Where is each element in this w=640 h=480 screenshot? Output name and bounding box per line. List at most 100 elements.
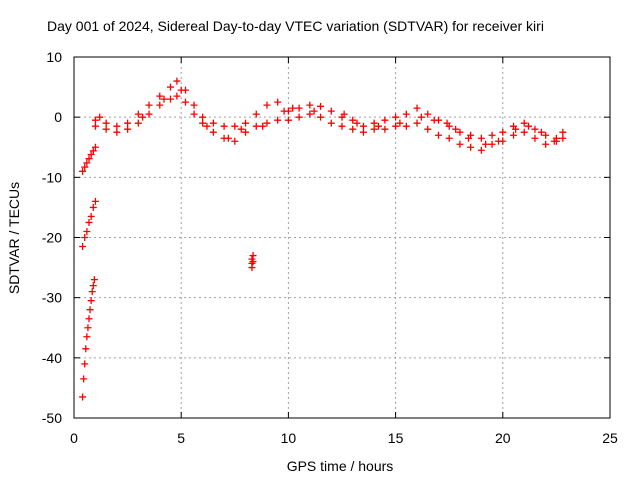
data-point xyxy=(392,113,400,121)
data-point xyxy=(252,110,260,118)
data-point xyxy=(274,98,282,106)
data-point xyxy=(166,95,174,103)
data-point xyxy=(113,128,121,136)
data-point xyxy=(199,113,207,121)
data-point xyxy=(252,122,260,130)
data-point xyxy=(85,155,93,163)
axis-ticks: 0 5 10 15 20 25 10 0 -10 -20 -30 -40 -50 xyxy=(42,49,618,446)
data-point xyxy=(289,104,297,112)
data-point xyxy=(86,306,94,314)
data-point xyxy=(559,128,567,136)
data-point xyxy=(327,107,335,115)
data-point xyxy=(156,92,164,100)
data-point xyxy=(80,375,88,383)
data-point xyxy=(495,137,503,145)
data-point xyxy=(263,101,271,109)
data-point xyxy=(87,297,95,305)
data-point xyxy=(317,102,325,110)
data-point xyxy=(242,119,250,127)
data-point xyxy=(424,125,432,133)
data-point xyxy=(477,134,485,142)
data-point xyxy=(259,122,267,130)
data-point xyxy=(295,104,303,112)
data-point xyxy=(499,128,507,136)
data-point xyxy=(417,113,425,121)
data-point xyxy=(559,134,567,142)
data-point xyxy=(83,159,91,167)
data-point xyxy=(452,125,460,133)
data-point xyxy=(81,163,89,171)
data-point xyxy=(209,119,217,127)
data-point xyxy=(173,92,181,100)
data-point xyxy=(89,203,97,211)
data-point xyxy=(134,119,142,127)
data-point xyxy=(91,116,99,124)
data-point xyxy=(542,131,550,139)
series-main-band-upper xyxy=(91,77,567,142)
data-point xyxy=(531,134,539,142)
data-point xyxy=(434,131,442,139)
data-point xyxy=(349,125,357,133)
series-main-band-scatter xyxy=(96,86,558,148)
data-point xyxy=(83,333,91,341)
data-point xyxy=(231,137,239,145)
data-point xyxy=(124,125,132,133)
data-point xyxy=(85,218,93,226)
data-point xyxy=(102,119,110,127)
data-point xyxy=(381,125,389,133)
data-point xyxy=(396,119,404,127)
data-point xyxy=(124,119,132,127)
data-point xyxy=(181,98,189,106)
data-point xyxy=(79,167,87,175)
data-point xyxy=(467,143,475,151)
data-point xyxy=(392,122,400,130)
data-point xyxy=(464,134,472,142)
data-point xyxy=(79,393,87,401)
data-point xyxy=(190,101,198,109)
data-point xyxy=(482,140,490,148)
data-point xyxy=(81,234,89,241)
series-main-band-lower xyxy=(91,92,567,154)
data-point xyxy=(249,252,257,260)
data-point xyxy=(520,128,528,136)
data-point xyxy=(145,110,153,118)
data-point xyxy=(402,122,410,130)
y-tick-label: -10 xyxy=(42,169,62,185)
y-axis-label: SDTVAR / TECUs xyxy=(6,182,22,294)
data-point xyxy=(91,197,99,205)
data-point xyxy=(89,147,97,155)
series-early-mid-arc xyxy=(79,197,99,251)
data-point xyxy=(381,116,389,124)
data-point xyxy=(156,101,164,109)
data-point xyxy=(203,122,211,130)
data-point xyxy=(87,150,95,158)
data-point xyxy=(145,101,153,109)
x-tick-label: 10 xyxy=(281,430,297,446)
data-point xyxy=(349,116,357,124)
data-point xyxy=(510,131,518,139)
data-point xyxy=(456,140,464,148)
data-point xyxy=(190,110,198,118)
y-tick-label: 0 xyxy=(54,109,62,125)
data-points xyxy=(79,77,567,401)
data-point xyxy=(83,227,91,235)
data-point xyxy=(85,315,93,323)
data-point xyxy=(284,116,292,124)
data-point xyxy=(413,104,421,112)
data-point xyxy=(359,122,367,130)
data-point xyxy=(102,125,110,133)
data-point xyxy=(274,116,282,124)
chart-title: Day 001 of 2024, Sidereal Day-to-day VTE… xyxy=(47,18,544,34)
data-point xyxy=(306,101,314,109)
series-isolated-cluster xyxy=(248,252,257,272)
data-point xyxy=(370,119,378,127)
y-tick-label: -50 xyxy=(42,410,62,426)
data-point xyxy=(173,77,181,85)
data-point xyxy=(139,113,147,121)
data-point xyxy=(359,128,367,136)
x-tick-label: 20 xyxy=(495,430,511,446)
data-point xyxy=(338,122,346,130)
data-point xyxy=(91,143,99,151)
series-early-steep-arc xyxy=(79,276,98,401)
data-point xyxy=(224,134,232,142)
